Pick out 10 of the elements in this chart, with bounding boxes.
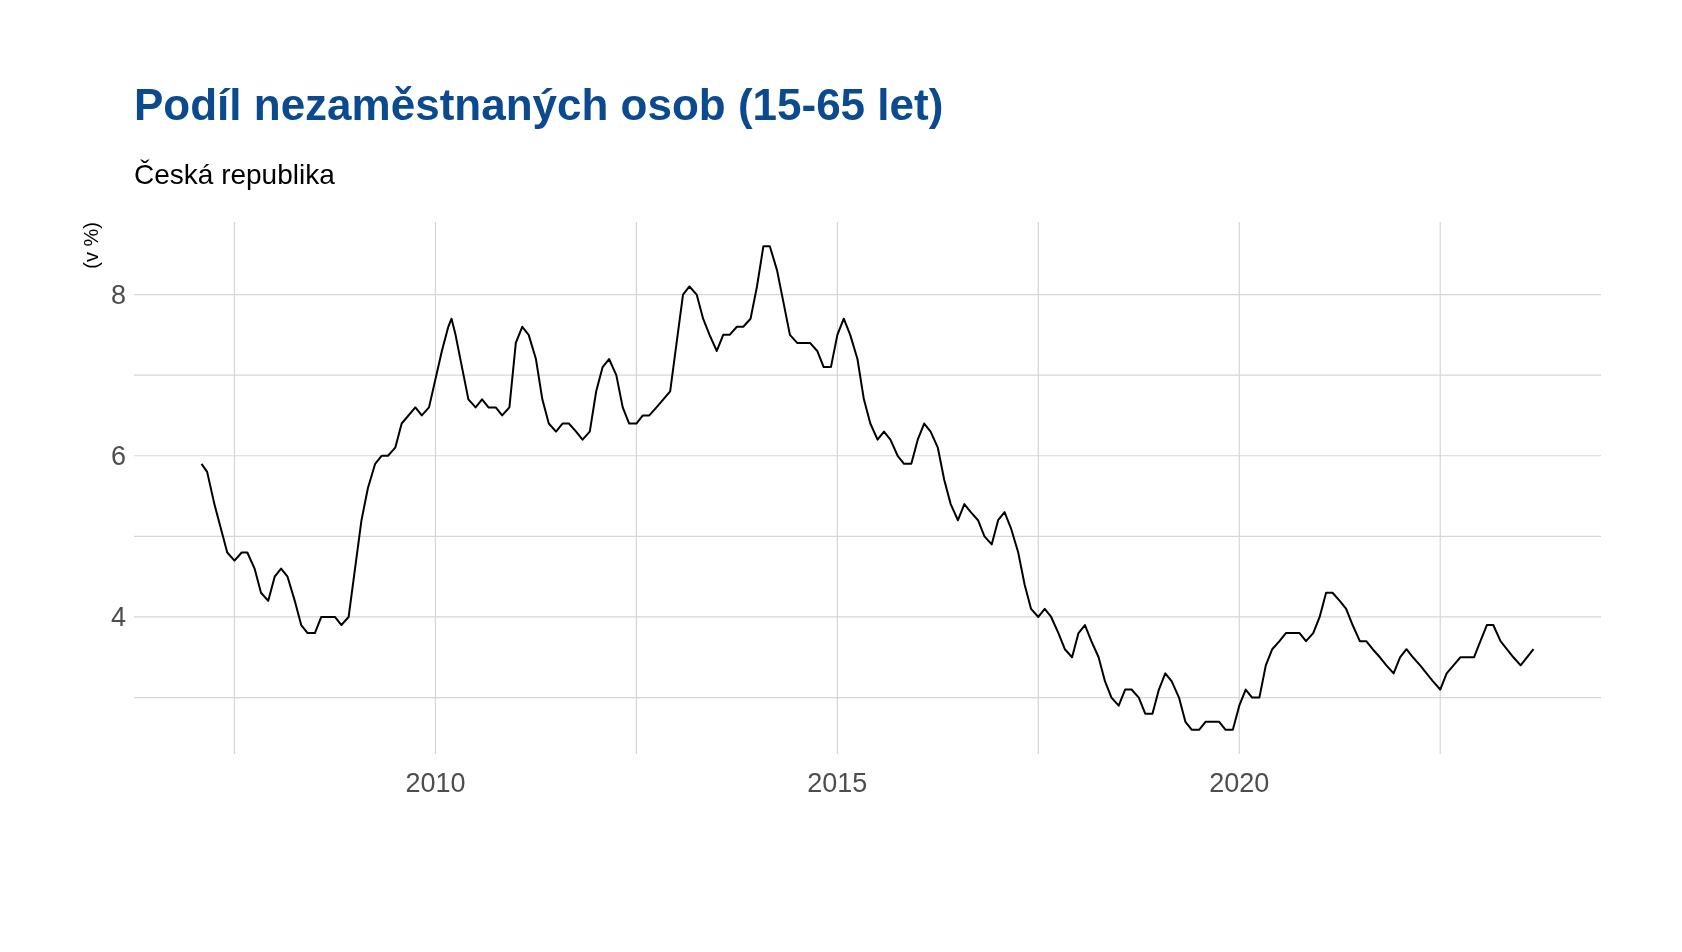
chart-subtitle: Česká republika [134, 159, 336, 190]
x-tick-label: 2015 [807, 768, 868, 798]
y-tick-label: 6 [110, 440, 126, 471]
x-tick-label: 2010 [405, 768, 466, 798]
y-axis-title: (v %) [80, 222, 102, 269]
x-tick-label: 2020 [1209, 768, 1270, 798]
y-tick-label: 8 [110, 279, 126, 310]
y-tick-label: 4 [110, 601, 126, 632]
line-series [200, 245, 1535, 731]
chart-title: Podíl nezaměstnaných osob (15-65 let) [134, 80, 944, 129]
